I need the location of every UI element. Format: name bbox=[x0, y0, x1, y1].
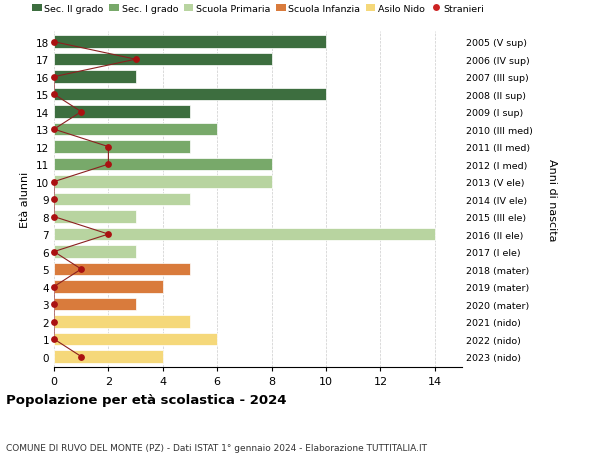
Bar bbox=[54, 123, 217, 136]
Bar bbox=[54, 89, 326, 101]
Point bbox=[49, 283, 59, 291]
Bar bbox=[54, 71, 136, 84]
Bar bbox=[54, 351, 163, 363]
Bar bbox=[54, 228, 435, 241]
Point bbox=[76, 353, 86, 360]
Bar bbox=[54, 315, 190, 328]
Text: Popolazione per età scolastica - 2024: Popolazione per età scolastica - 2024 bbox=[6, 393, 287, 406]
Point bbox=[49, 91, 59, 99]
Point bbox=[49, 318, 59, 325]
Point bbox=[49, 213, 59, 221]
Bar bbox=[54, 141, 190, 154]
Bar bbox=[54, 280, 163, 293]
Bar bbox=[54, 176, 272, 189]
Text: COMUNE DI RUVO DEL MONTE (PZ) - Dati ISTAT 1° gennaio 2024 - Elaborazione TUTTIT: COMUNE DI RUVO DEL MONTE (PZ) - Dati IST… bbox=[6, 443, 427, 452]
Y-axis label: Età alunni: Età alunni bbox=[20, 172, 31, 228]
Bar bbox=[54, 333, 217, 346]
Point bbox=[49, 336, 59, 343]
Point bbox=[49, 126, 59, 134]
Point bbox=[131, 56, 140, 64]
Legend: Sec. II grado, Sec. I grado, Scuola Primaria, Scuola Infanzia, Asilo Nido, Stran: Sec. II grado, Sec. I grado, Scuola Prim… bbox=[32, 5, 484, 14]
Bar bbox=[54, 193, 190, 206]
Point bbox=[76, 266, 86, 273]
Point bbox=[49, 179, 59, 186]
Bar bbox=[54, 246, 136, 258]
Point bbox=[104, 161, 113, 168]
Bar bbox=[54, 54, 272, 67]
Point bbox=[49, 301, 59, 308]
Point bbox=[104, 144, 113, 151]
Point bbox=[49, 248, 59, 256]
Bar bbox=[54, 36, 326, 49]
Point bbox=[104, 231, 113, 238]
Point bbox=[49, 196, 59, 203]
Bar bbox=[54, 106, 190, 119]
Bar bbox=[54, 158, 272, 171]
Point bbox=[49, 74, 59, 81]
Point bbox=[76, 109, 86, 116]
Bar bbox=[54, 298, 136, 311]
Bar bbox=[54, 263, 190, 276]
Y-axis label: Anni di nascita: Anni di nascita bbox=[547, 158, 557, 241]
Bar bbox=[54, 211, 136, 224]
Point bbox=[49, 39, 59, 46]
